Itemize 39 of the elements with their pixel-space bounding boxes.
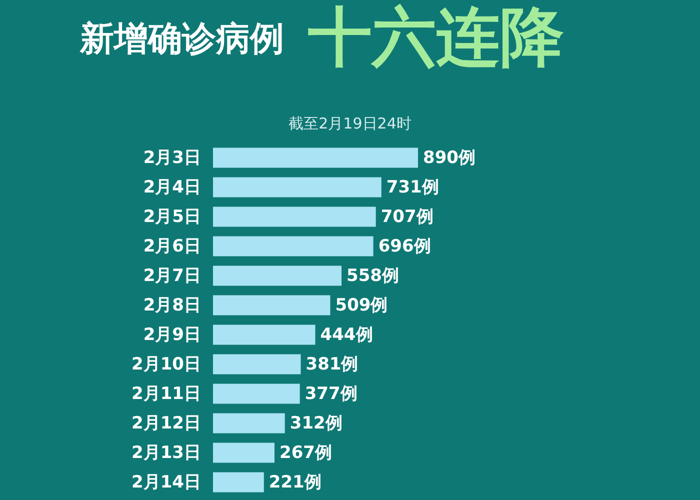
- data-label: 221例: [268, 472, 322, 492]
- y-tick-label: 2月5日: [143, 206, 201, 227]
- bar: [213, 354, 301, 374]
- data-label: 696例: [378, 236, 431, 256]
- chart-subtitle: 截至2月19日24时: [288, 114, 412, 132]
- bar: [213, 324, 316, 345]
- y-tick-label: 2月4日: [143, 177, 201, 198]
- bar: [213, 177, 382, 198]
- bar: [213, 206, 376, 227]
- y-tick-label: 2月10日: [132, 354, 201, 374]
- y-tick-label: 2月13日: [132, 442, 201, 463]
- y-tick-label: 2月3日: [143, 148, 201, 168]
- bar: [213, 384, 300, 404]
- data-label: 444例: [320, 324, 373, 345]
- y-tick-label: 2月11日: [132, 384, 201, 404]
- bar: [213, 295, 330, 316]
- bar: [213, 442, 274, 463]
- bar: [213, 413, 285, 434]
- chart-title: 新增确诊病例: [79, 19, 284, 59]
- data-label: 312例: [290, 413, 342, 434]
- data-label: 509例: [335, 295, 388, 316]
- bar: [213, 148, 418, 168]
- y-tick-label: 2月8日: [143, 295, 201, 316]
- bar: [213, 266, 342, 286]
- data-label: 890例: [423, 148, 476, 168]
- y-tick-label: 2月12日: [132, 413, 201, 434]
- data-label: 731例: [386, 177, 439, 198]
- y-tick-label: 2月9日: [143, 324, 201, 345]
- data-label: 707例: [380, 206, 434, 227]
- bar: [213, 472, 264, 492]
- data-label: 267例: [280, 442, 332, 463]
- data-label: 558例: [346, 266, 400, 286]
- y-tick-label: 2月6日: [143, 236, 201, 256]
- bar: [213, 236, 374, 256]
- y-tick-label: 2月7日: [143, 266, 201, 286]
- text: 十六连降: [308, 1, 564, 75]
- data-label: 381例: [306, 354, 358, 374]
- y-tick-label: 2月14日: [132, 472, 201, 492]
- data-label: 377例: [304, 384, 358, 404]
